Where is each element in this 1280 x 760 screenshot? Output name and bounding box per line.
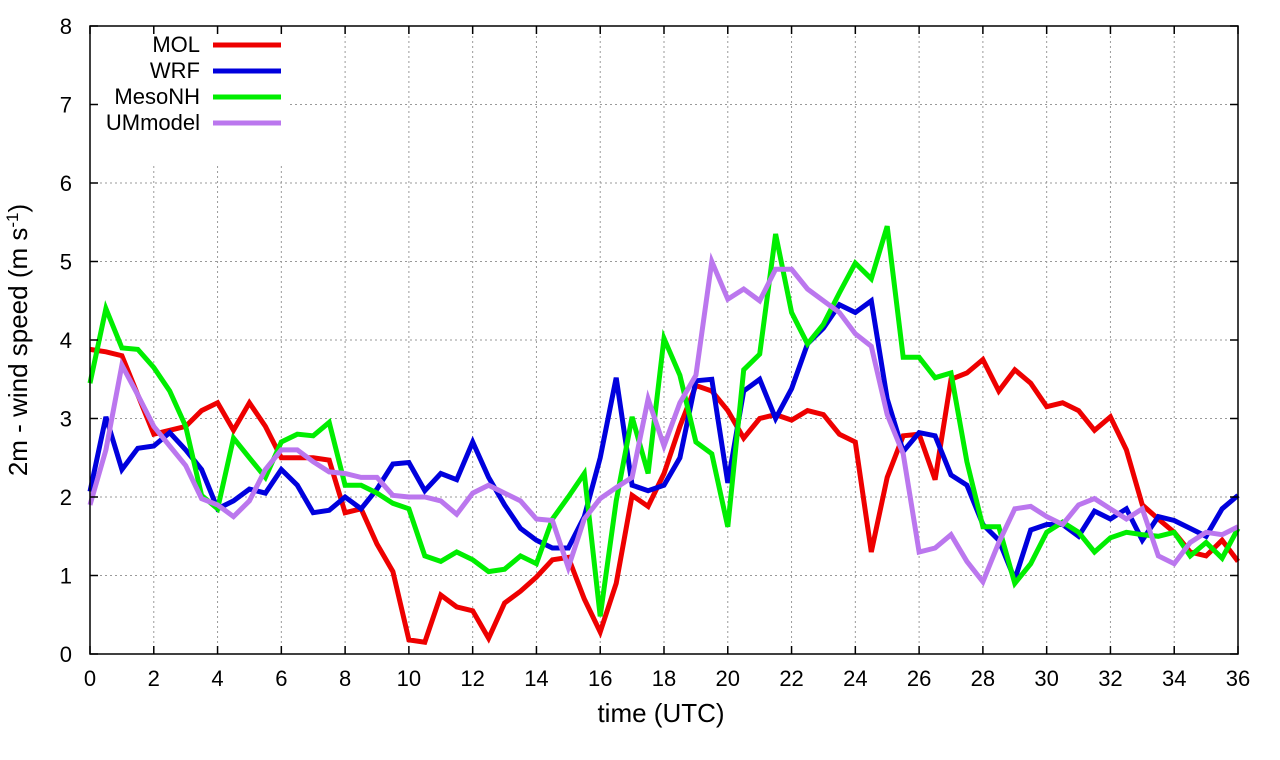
- x-tick-label: 24: [843, 666, 867, 691]
- x-tick-label: 26: [907, 666, 931, 691]
- legend-label-ummodel: UMmodel: [106, 110, 200, 135]
- y-tick-label: 0: [60, 642, 72, 667]
- axis-ticks: 0 2 4 6 8 10 12 14 16 18 20 22 24 26 28 30 32 34 360123456…: [60, 14, 1250, 691]
- y-axis-title-close: ): [3, 204, 33, 213]
- x-tick-label: 14: [524, 666, 548, 691]
- y-tick-label: 6: [60, 171, 72, 196]
- x-tick-label: 32: [1098, 666, 1122, 691]
- y-tick-label: 5: [60, 250, 72, 275]
- y-axis-title: 2m - wind speed (m s-1): [3, 204, 34, 476]
- x-tick-label: 0: [84, 666, 96, 691]
- x-tick-label: 2: [148, 666, 160, 691]
- series-line-ummodel: [87, 252, 1240, 587]
- legend-label-wrf: WRF: [150, 58, 200, 83]
- x-tick-label: 4: [211, 666, 223, 691]
- y-tick-label: 2: [60, 485, 72, 510]
- y-axis-title-main: 2m - wind speed (m s: [3, 228, 33, 477]
- y-tick-label: 1: [60, 564, 72, 589]
- y-tick-label: 4: [60, 328, 72, 353]
- series-lines: [87, 225, 1241, 645]
- x-tick-label: 16: [588, 666, 612, 691]
- legend-label-mesonh: MesoNH: [114, 84, 200, 109]
- grid: [90, 26, 1238, 654]
- x-tick-label: 30: [1034, 666, 1058, 691]
- x-tick-label: 34: [1162, 666, 1186, 691]
- x-tick-label: 28: [971, 666, 995, 691]
- y-tick-label: 3: [60, 407, 72, 432]
- y-tick-label: 7: [60, 93, 72, 118]
- y-tick-label: 8: [60, 14, 72, 39]
- series-line-mesonh: [87, 225, 1241, 617]
- x-tick-label: 10: [397, 666, 421, 691]
- x-tick-label: 18: [652, 666, 676, 691]
- x-axis-title: time (UTC): [597, 698, 724, 728]
- legend-label-mol: MOL: [152, 32, 200, 57]
- series-line-wrf: [87, 296, 1240, 587]
- x-tick-label: 36: [1226, 666, 1250, 691]
- x-tick-label: 20: [716, 666, 740, 691]
- series-line-mol: [89, 346, 1240, 645]
- x-tick-label: 22: [779, 666, 803, 691]
- x-tick-label: 8: [339, 666, 351, 691]
- x-tick-label: 6: [275, 666, 287, 691]
- x-tick-label: 12: [460, 666, 484, 691]
- y-axis-title-superscript: -1: [3, 213, 22, 228]
